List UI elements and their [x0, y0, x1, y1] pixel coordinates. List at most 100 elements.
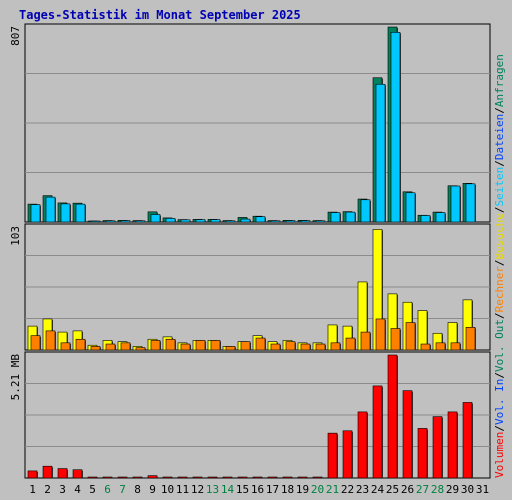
- bar-dateien-day-5: [90, 220, 101, 223]
- bar-dateien-day-21: [330, 212, 341, 223]
- bar-rechner-day-14: [225, 346, 236, 351]
- x-tick-label: 31: [476, 483, 489, 496]
- x-axis-ticks: 1 2 3 4 5 6 7 8 9 10 11 12 13 14 15 16 17 18 19 20 21 22 23 24 2…: [29, 483, 489, 496]
- x-tick-label: 7: [119, 483, 126, 496]
- legend-separator: /: [493, 425, 506, 432]
- bar-rechner-day-17: [270, 343, 281, 351]
- bar-volumen-day-12: [192, 476, 203, 479]
- bar-rechner-day-24: [375, 318, 386, 351]
- x-tick-label: 25: [386, 483, 399, 496]
- bar-volumen-day-9: [147, 475, 158, 479]
- x-tick-label: 12: [191, 483, 204, 496]
- bar-dateien-day-12: [195, 219, 206, 223]
- bar-dateien-day-23: [360, 199, 371, 223]
- bar-dateien-day-28: [435, 212, 446, 223]
- legend-text: Volumen/Vol. In/Vol. Out/Rechner/Besuche…: [493, 54, 506, 478]
- bar-volumen-day-11: [177, 476, 188, 479]
- bar-rechner-day-11: [180, 343, 191, 351]
- x-tick-label: 20: [311, 483, 324, 496]
- bar-rechner-day-18: [285, 341, 296, 351]
- x-tick-label: 26: [401, 483, 414, 496]
- bar-volumen-day-5: [87, 476, 98, 479]
- bar-volumen-day-19: [297, 476, 308, 479]
- bar-dateien-day-13: [210, 219, 221, 223]
- bar-volumen-day-6: [102, 476, 113, 479]
- x-tick-label: 27: [416, 483, 429, 496]
- bar-dateien-day-29: [450, 185, 461, 223]
- bar-volumen-day-17: [267, 476, 278, 479]
- bar-volumen-day-3: [57, 468, 68, 479]
- bar-dateien-day-16: [255, 216, 266, 223]
- bar-volumen-day-30: [462, 402, 473, 479]
- bar-volumen-day-18: [282, 476, 293, 479]
- chart-title: Tages-Statistik im Monat September 2025: [19, 8, 301, 22]
- legend-separator: /: [493, 312, 506, 319]
- bar-dateien-day-19: [300, 220, 311, 223]
- x-tick-label: 17: [266, 483, 279, 496]
- x-tick-label: 14: [221, 483, 235, 496]
- bar-dateien-day-9: [150, 214, 161, 223]
- right-legend: Volumen/Vol. In/Vol. Out/Rechner/Besuche…: [493, 54, 506, 478]
- bar-rechner-day-9: [150, 340, 161, 351]
- x-tick-label: 16: [251, 483, 264, 496]
- bar-dateien-day-17: [270, 220, 281, 223]
- bar-rechner-day-27: [420, 343, 431, 351]
- x-tick-label: 10: [161, 483, 174, 496]
- bar-rechner-day-4: [75, 338, 86, 351]
- bar-volumen-day-1: [27, 470, 38, 479]
- bar-volumen-day-2: [42, 465, 53, 479]
- bar-dateien-day-25: [390, 32, 401, 223]
- x-tick-label: 4: [74, 483, 81, 496]
- legend-separator: /: [493, 160, 506, 167]
- bar-volumen-day-4: [72, 469, 83, 479]
- legend-separator: /: [493, 259, 506, 266]
- x-tick-label: 30: [461, 483, 474, 496]
- bar-rechner-day-29: [450, 342, 461, 351]
- bar-rechner-day-19: [300, 343, 311, 351]
- legend-item: Vol. Out: [493, 319, 506, 372]
- bar-dateien-day-2: [45, 196, 56, 223]
- bar-dateien-day-6: [105, 220, 116, 223]
- bar-dateien-day-27: [420, 215, 431, 223]
- bar-dateien-day-26: [405, 192, 416, 223]
- x-tick-label: 24: [371, 483, 385, 496]
- bar-rechner-day-28: [435, 342, 446, 351]
- x-tick-label: 21: [326, 483, 339, 496]
- legend-item: Vol. In: [493, 379, 506, 425]
- bar-dateien-day-10: [165, 218, 176, 223]
- panel-max-label: 5.21 MB: [9, 354, 22, 401]
- bar-volumen-day-16: [252, 476, 263, 479]
- x-tick-label: 8: [134, 483, 141, 496]
- x-tick-label: 6: [104, 483, 111, 496]
- panel-max-label: 807: [9, 26, 22, 46]
- bar-rechner-day-22: [345, 337, 356, 351]
- panel-max-label: 103: [9, 226, 22, 246]
- bar-rechner-day-5: [90, 346, 101, 351]
- bar-rechner-day-21: [330, 342, 341, 351]
- bar-dateien-day-15: [240, 218, 251, 223]
- bar-rechner-day-25: [390, 328, 401, 351]
- bar-rechner-day-2: [45, 330, 56, 351]
- legend-item: Besuche: [493, 213, 506, 259]
- bar-rechner-day-8: [135, 347, 146, 351]
- x-tick-label: 28: [431, 483, 444, 496]
- legend-item: Seiten: [493, 167, 506, 207]
- chart-panels: 807 103 5.21 MB: [9, 23, 491, 479]
- bar-rechner-day-6: [105, 343, 116, 351]
- legend-item: Dateien: [493, 114, 506, 160]
- legend-item: Volumen: [493, 432, 506, 478]
- bar-rechner-day-20: [315, 343, 326, 351]
- bar-dateien-day-24: [375, 83, 386, 223]
- x-tick-label: 19: [296, 483, 309, 496]
- x-tick-label: 13: [206, 483, 219, 496]
- bar-dateien-day-20: [315, 220, 326, 223]
- x-tick-label: 23: [356, 483, 369, 496]
- legend-separator: /: [493, 107, 506, 114]
- bar-volumen-day-8: [132, 476, 143, 479]
- bar-rechner-day-3: [60, 342, 71, 351]
- bar-volumen-day-21: [327, 432, 338, 479]
- x-tick-label: 18: [281, 483, 294, 496]
- bar-rechner-day-10: [165, 338, 176, 351]
- bar-rechner-day-26: [405, 322, 416, 351]
- bar-volumen-day-27: [417, 428, 428, 479]
